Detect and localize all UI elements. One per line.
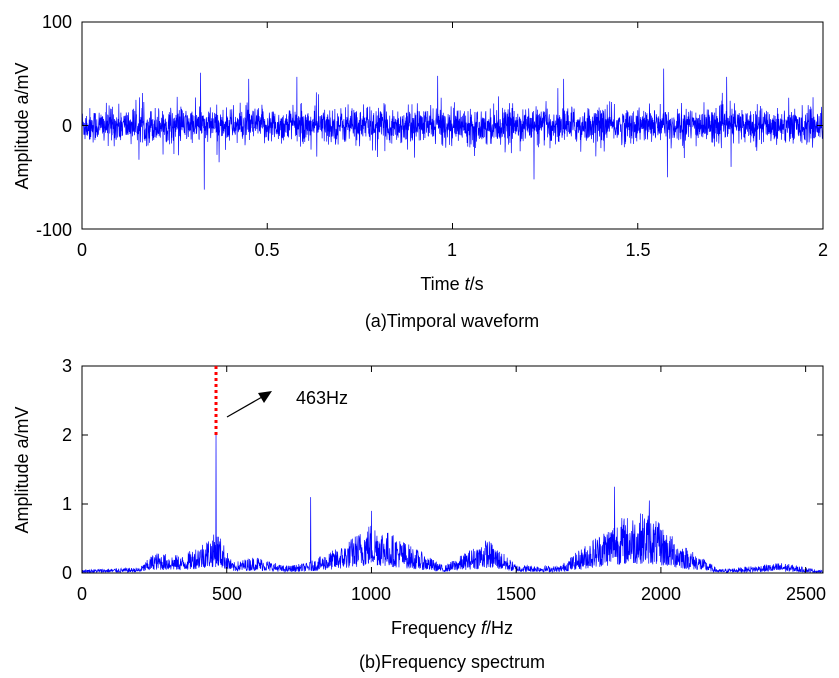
chart-a-ytick-labels: 100 0 -100 (36, 12, 72, 240)
chart-b-plot-area (81, 365, 824, 574)
chart-a-xtick-labels: 0 0.5 1 1.5 2 (77, 240, 828, 260)
chart-b-xtick-labels: 0 500 1000 1500 2000 2500 (77, 584, 826, 604)
arrow-shaft (226, 396, 263, 418)
ytick-label: 1 (62, 494, 72, 514)
chart-b-frame (81, 365, 824, 574)
ytick-label: 0 (62, 563, 72, 583)
peak-annotation-label: 463Hz (296, 388, 348, 408)
waveform-line (81, 68, 824, 190)
chart-a-ylabel: Amplitude a/mV (12, 62, 32, 189)
xtick-label: 0 (77, 240, 87, 260)
xtick-label: 1 (447, 240, 457, 260)
xtick-label: 2 (818, 240, 828, 260)
arrow-head (258, 391, 272, 403)
xtick-label: 0.5 (254, 240, 279, 260)
ytick-label: 2 (62, 425, 72, 445)
xtick-label: 500 (212, 584, 242, 604)
ytick-label: 0 (62, 116, 72, 136)
xtick-label: 2500 (786, 584, 826, 604)
chart-a: 100 0 -100 0 0.5 1 1.5 2 Time t/s Amplit… (12, 12, 828, 331)
ytick-label: 100 (42, 12, 72, 32)
chart-a-caption: (a)Timporal waveform (365, 311, 539, 331)
chart-b-caption: (b)Frequency spectrum (359, 652, 545, 672)
chart-b: 463Hz 3 2 1 0 0 500 1000 1500 2000 2500 … (12, 356, 826, 672)
chart-b-ticks (81, 365, 823, 574)
xtick-label: 1500 (496, 584, 536, 604)
ytick-label: -100 (36, 220, 72, 240)
chart-a-signal-trace (81, 68, 824, 190)
chart-a-xlabel: Time t/s (420, 274, 483, 294)
xtick-label: 0 (77, 584, 87, 604)
ytick-label: 3 (62, 356, 72, 376)
chart-b-xlabel: Frequency f/Hz (391, 618, 513, 638)
spectrum-line (81, 434, 824, 574)
chart-a-ticks (81, 21, 824, 230)
annotation-arrow (226, 391, 272, 418)
chart-b-ylabel: Amplitude a/mV (12, 406, 32, 533)
xtick-label: 2000 (641, 584, 681, 604)
chart-b-spectrum-trace (81, 434, 824, 574)
xtick-label: 1000 (351, 584, 391, 604)
xtick-label: 1.5 (625, 240, 650, 260)
chart-b-ytick-labels: 3 2 1 0 (62, 356, 72, 583)
